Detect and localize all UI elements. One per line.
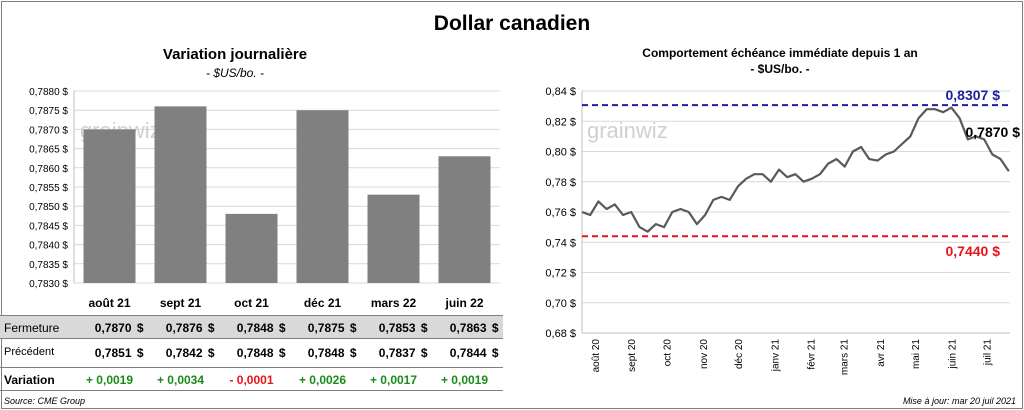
line-x-tick-label: mars 21: [839, 339, 850, 376]
line-y-tick-label: 0,74 $: [545, 237, 576, 249]
price-series-line: [581, 106, 1010, 233]
bar-y-tick-label: 0,7860 $: [29, 164, 68, 175]
line-y-tick-label: 0,70 $: [545, 298, 576, 310]
bar-x-tick-label: août 21: [88, 296, 130, 310]
bar-y-tick-label: 0,7840 $: [29, 241, 68, 252]
line-watermark: grainwiz: [587, 118, 668, 143]
line-x-tick-label: oct 20: [662, 339, 673, 367]
line-x-tick-label: nov 20: [699, 339, 710, 369]
bar-1: [154, 106, 207, 283]
line-x-tick-label: févr 21: [807, 339, 818, 370]
table-row-fermeture: Fermeture 0,7870 $ 0,7876 $ 0,7848 $ 0,7875 $ 0,…: [0, 315, 503, 339]
bar-x-tick-label: sept 21: [160, 296, 202, 310]
bar-y-tick-label: 0,7865 $: [29, 145, 68, 156]
low-label: 0,7440 $: [946, 243, 1001, 259]
precedent-cell: 0,7848 $: [236, 346, 286, 360]
line-x-tick-label: juil 21: [983, 339, 994, 367]
bar-y-tick-label: 0,7875 $: [29, 106, 68, 117]
variation-cell: - 0,0001: [229, 373, 274, 387]
dollar-sign: $: [420, 346, 428, 360]
bar-3: [296, 110, 349, 283]
line-y-tick-label: 0,76 $: [545, 207, 576, 219]
right-chart-title: Comportement échéance immédiate depuis 1…: [642, 46, 918, 60]
line-y-tick-label: 0,80 $: [545, 147, 576, 159]
bar-0: [83, 129, 136, 283]
source-note: Source: CME Group: [4, 396, 86, 406]
precedent-cell: 0,7837 $: [378, 346, 428, 360]
bar-y-tick-label: 0,7835 $: [29, 260, 68, 271]
precedent-cell: 0,7848 $: [307, 346, 357, 360]
table-row-precedent: Précédent 0,7851 $ 0,7842 $ 0,7848 $ 0,7848 $ 0,…: [0, 341, 503, 365]
fermeture-cell: 0,7875 $: [307, 321, 357, 335]
line-x-tick-label: avr 21: [876, 339, 887, 367]
bar-x-tick-label: juin 22: [444, 296, 483, 310]
table-row-variation: Variation + 0,0019 + 0,0034 - 0,0001 + 0,00…: [0, 367, 503, 391]
dollar-sign: $: [136, 321, 144, 335]
fermeture-cell: 0,7876 $: [165, 321, 215, 335]
line-y-tick-label: 0,82 $: [545, 116, 576, 128]
left-chart-title: Variation journalière: [162, 46, 308, 63]
dollar-sign: $: [278, 346, 286, 360]
bar-4: [367, 194, 420, 283]
line-x-tick-label: août 20: [591, 339, 602, 373]
dollar-sign: $: [278, 321, 286, 335]
update-note: Mise à jour: mar 20 juil 2021: [902, 396, 1016, 406]
bar-x-tick-label: oct 21: [234, 296, 269, 310]
line-x-tick-label: déc 20: [734, 339, 745, 369]
bar-2: [225, 213, 278, 283]
variation-cell: + 0,0019: [85, 373, 134, 387]
row-label-precedent: Précédent: [4, 346, 55, 358]
right-chart-subtitle: - $US/bo. -: [750, 62, 810, 76]
variation-cell: + 0,0026: [298, 373, 347, 387]
dollar-sign: $: [207, 321, 215, 335]
precedent-cell: 0,7851 $: [94, 346, 144, 360]
dollar-sign: $: [207, 346, 215, 360]
bar-y-tick-label: 0,7845 $: [29, 221, 68, 232]
bar-y-tick-label: 0,7870 $: [29, 125, 68, 136]
dollar-sign: $: [491, 321, 499, 335]
bar-5: [438, 156, 491, 283]
bar-x-tick-label: déc 21: [304, 296, 342, 310]
fermeture-cell: 0,7853 $: [378, 321, 428, 335]
bar-x-tick-label: mars 22: [371, 296, 417, 310]
line-x-tick-label: janv 21: [770, 339, 781, 373]
dollar-sign: $: [420, 321, 428, 335]
dollar-sign: $: [136, 346, 144, 360]
fermeture-cell: 0,7848 $: [236, 321, 286, 335]
row-label-variation: Variation: [4, 373, 55, 387]
dollar-sign: $: [491, 346, 499, 360]
dollar-sign: $: [349, 346, 357, 360]
row-label-fermeture: Fermeture: [4, 321, 60, 335]
line-y-tick-label: 0,84 $: [545, 86, 576, 98]
variation-cell: + 0,0017: [369, 373, 418, 387]
line-y-tick-label: 0,72 $: [545, 268, 576, 280]
last-value-label: 0,7870 $: [966, 124, 1021, 140]
line-y-tick-label: 0,78 $: [545, 177, 576, 189]
line-y-tick-label: 0,68 $: [545, 328, 576, 340]
precedent-cell: 0,7842 $: [165, 346, 215, 360]
line-x-tick-label: sept 20: [627, 339, 638, 372]
fermeture-cell: 0,7863 $: [449, 321, 499, 335]
fermeture-cell: 0,7870 $: [94, 321, 144, 335]
variation-cell: + 0,0019: [440, 373, 489, 387]
high-label: 0,8307 $: [946, 87, 1001, 103]
page-title: Dollar canadien: [433, 12, 591, 35]
dollar-sign: $: [349, 321, 357, 335]
bar-y-tick-label: 0,7855 $: [29, 183, 68, 194]
precedent-cell: 0,7844 $: [449, 346, 499, 360]
left-chart-subtitle: - $US/bo. -: [205, 66, 265, 80]
variation-cell: + 0,0034: [156, 373, 205, 387]
bar-y-tick-label: 0,7850 $: [29, 202, 68, 213]
bar-y-tick-label: 0,7880 $: [29, 87, 68, 98]
line-x-tick-label: juin 21: [947, 339, 958, 370]
bar-y-tick-label: 0,7830 $: [29, 279, 68, 290]
line-x-tick-label: mai 21: [911, 339, 922, 369]
